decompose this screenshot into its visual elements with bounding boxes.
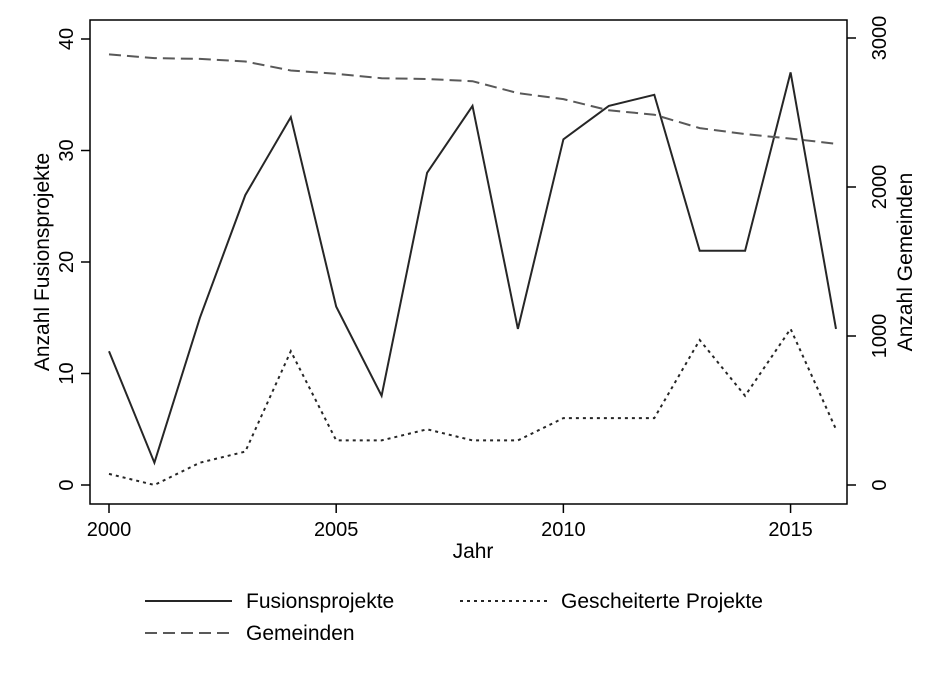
axis-layer: 2000 2005 2010 2015 0 10 20 30 40 0 1000 2000 3000	[56, 16, 891, 541]
y-right-tick-label: 0	[869, 479, 891, 490]
x-tick-label: 2000	[87, 519, 132, 541]
series-line-fusionsprojekte	[108, 72, 837, 466]
y-left-tick-label: 20	[56, 251, 78, 273]
legend-label-fusionsprojekte: Fusionsprojekte	[246, 590, 394, 613]
y-left-tick-label: 40	[56, 28, 78, 50]
legend: Fusionsprojekte Gescheiterte Projekte Ge…	[145, 590, 763, 645]
y-right-tick-label: 3000	[869, 16, 891, 61]
series-layer	[108, 53, 837, 487]
series-line-gescheiterte-projekte	[108, 326, 837, 487]
y-right-tick-label: 2000	[869, 165, 891, 210]
series-line-gemeinden	[108, 53, 837, 145]
y-axis-right-title: Anzahl Gemeinden	[894, 173, 917, 352]
x-tick-label: 2015	[768, 519, 813, 541]
legend-label-gemeinden: Gemeinden	[246, 622, 355, 645]
plot-area	[89, 19, 848, 505]
x-tick-label: 2005	[314, 519, 359, 541]
y-left-tick-label: 0	[56, 479, 78, 490]
y-axis-left-title: Anzahl Fusionsprojekte	[31, 153, 54, 371]
y-left-tick-label: 10	[56, 362, 78, 384]
x-tick-label: 2010	[541, 519, 586, 541]
y-left-tick-label: 30	[56, 139, 78, 161]
y-right-tick-label: 1000	[869, 314, 891, 359]
x-axis-title: Jahr	[453, 540, 494, 563]
legend-label-gescheiterte-projekte: Gescheiterte Projekte	[561, 590, 763, 613]
